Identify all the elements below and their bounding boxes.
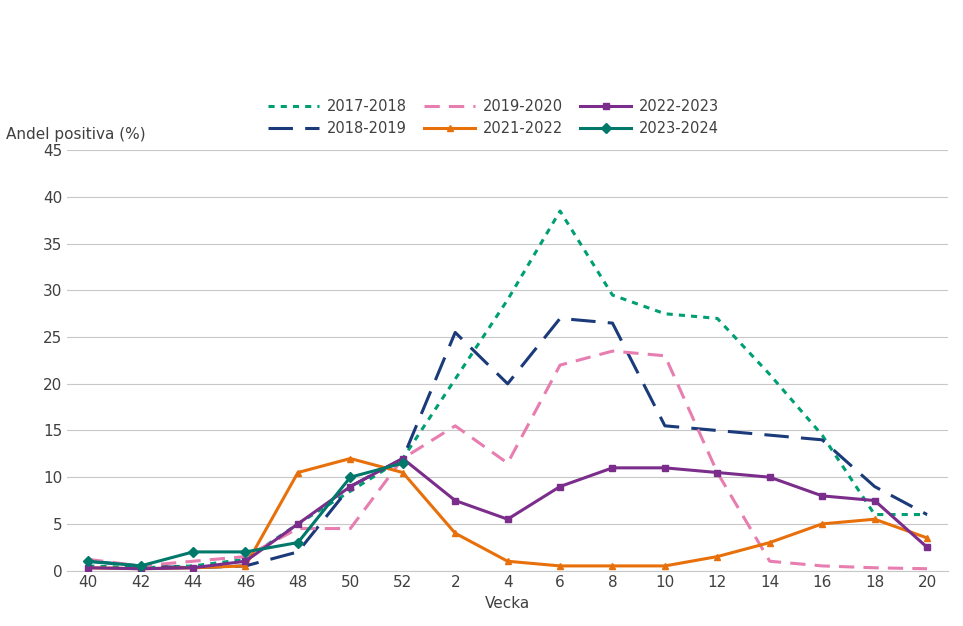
Text: Andel positiva (%): Andel positiva (%): [6, 127, 145, 142]
X-axis label: Vecka: Vecka: [485, 596, 531, 611]
Legend: 2017-2018, 2018-2019, 2019-2020, 2021-2022, 2022-2023, 2023-2024: 2017-2018, 2018-2019, 2019-2020, 2021-20…: [269, 99, 718, 136]
